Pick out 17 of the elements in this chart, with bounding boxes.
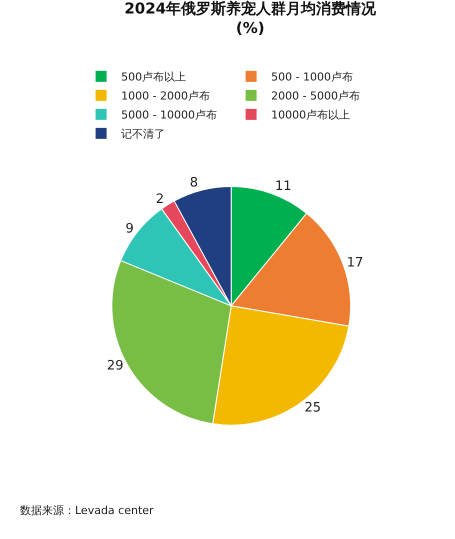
chart-title: 2024年俄罗斯养宠人群月均消费情况 — [124, 0, 378, 18]
legend-label: 2000 - 5000卢布 — [271, 90, 360, 103]
data-label: 2 — [156, 192, 164, 207]
data-label: 29 — [106, 358, 124, 374]
legend-label: 10000卢布以上 — [271, 108, 350, 122]
legend-label: 500卢布以上 — [121, 70, 186, 84]
source-note: 数据来源：Levada center — [20, 504, 154, 517]
data-label: 9 — [126, 221, 134, 236]
data-label: 25 — [304, 400, 322, 416]
legend-label: 500 - 1000卢布 — [271, 70, 354, 84]
legend-label: 记不清了 — [121, 128, 166, 141]
data-label: 8 — [190, 176, 198, 191]
legend-label: 1000 - 2000卢布 — [121, 90, 210, 103]
data-label: 17 — [346, 256, 364, 271]
legend-label: 5000 - 10000卢布 — [121, 108, 218, 122]
chart-subtitle: (%) — [236, 18, 265, 37]
data-label: 11 — [275, 179, 292, 194]
